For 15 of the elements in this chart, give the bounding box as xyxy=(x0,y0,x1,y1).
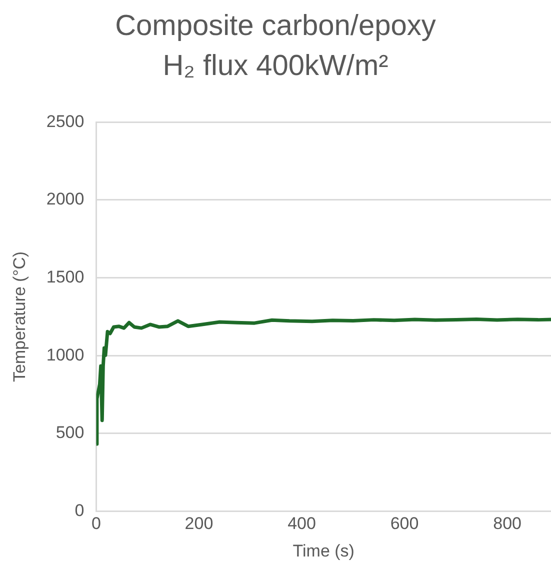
y-tick-label: 0 xyxy=(74,500,84,520)
x-tick-label: 400 xyxy=(288,514,316,534)
y-tick-label: 2500 xyxy=(46,112,84,131)
x-axis-title: Time (s) xyxy=(292,541,354,560)
chart-subtitle: H₂ flux 400kW/m² xyxy=(162,49,390,84)
y-tick-label: 500 xyxy=(56,423,84,442)
chart-title: Composite carbon/epoxy xyxy=(114,9,437,44)
x-tick-label: 800 xyxy=(493,514,522,534)
x-tick-label: 600 xyxy=(390,514,419,534)
y-tick-label: 2000 xyxy=(46,190,84,209)
y-tick-label: 1500 xyxy=(46,267,84,286)
y-tick-label: 1000 xyxy=(46,345,84,364)
x-tick-label: 200 xyxy=(184,514,214,534)
y-axis-title: Temperature (°C) xyxy=(10,251,29,382)
x-tick-label: 0 xyxy=(91,514,101,534)
